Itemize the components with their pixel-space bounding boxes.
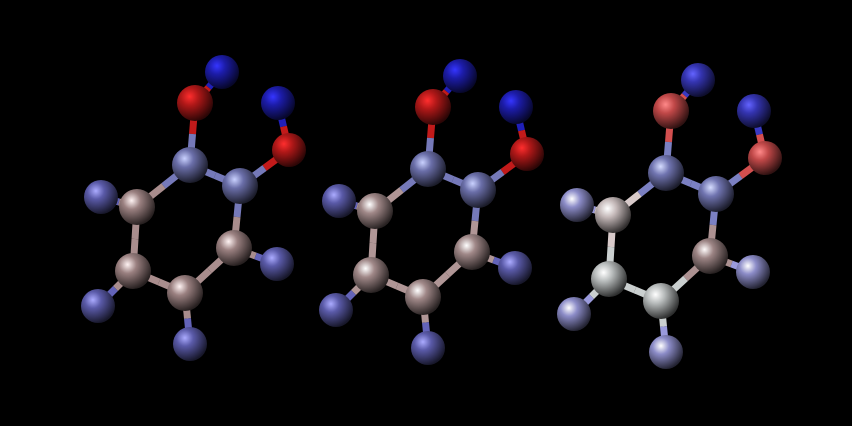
atom xyxy=(216,230,252,266)
atom xyxy=(510,137,544,171)
atom xyxy=(498,251,532,285)
atom xyxy=(748,141,782,175)
atom xyxy=(205,55,239,89)
atom xyxy=(454,234,490,270)
atom xyxy=(322,184,356,218)
atom xyxy=(411,331,445,365)
atom xyxy=(177,85,213,121)
atom xyxy=(222,168,258,204)
atom xyxy=(698,176,734,212)
atom xyxy=(115,253,151,289)
atom xyxy=(172,147,208,183)
atom xyxy=(649,335,683,369)
molecule xyxy=(557,63,782,369)
atom xyxy=(595,197,631,233)
atom xyxy=(643,283,679,319)
atom xyxy=(460,172,496,208)
atom xyxy=(737,94,771,128)
atom xyxy=(560,188,594,222)
atom xyxy=(319,293,353,327)
atom xyxy=(415,89,451,125)
atom xyxy=(648,155,684,191)
atom xyxy=(410,151,446,187)
atom xyxy=(405,279,441,315)
molecule xyxy=(319,59,544,365)
atom xyxy=(173,327,207,361)
atom xyxy=(84,180,118,214)
atom xyxy=(443,59,477,93)
atom xyxy=(681,63,715,97)
atom xyxy=(692,238,728,274)
atom xyxy=(353,257,389,293)
atom xyxy=(591,261,627,297)
atom xyxy=(499,90,533,124)
atom xyxy=(261,86,295,120)
atom xyxy=(272,133,306,167)
atom xyxy=(357,193,393,229)
atom xyxy=(736,255,770,289)
atom xyxy=(653,93,689,129)
atom xyxy=(167,275,203,311)
atom xyxy=(119,189,155,225)
molecule xyxy=(81,55,306,361)
atom xyxy=(557,297,591,331)
atom xyxy=(260,247,294,281)
atom xyxy=(81,289,115,323)
